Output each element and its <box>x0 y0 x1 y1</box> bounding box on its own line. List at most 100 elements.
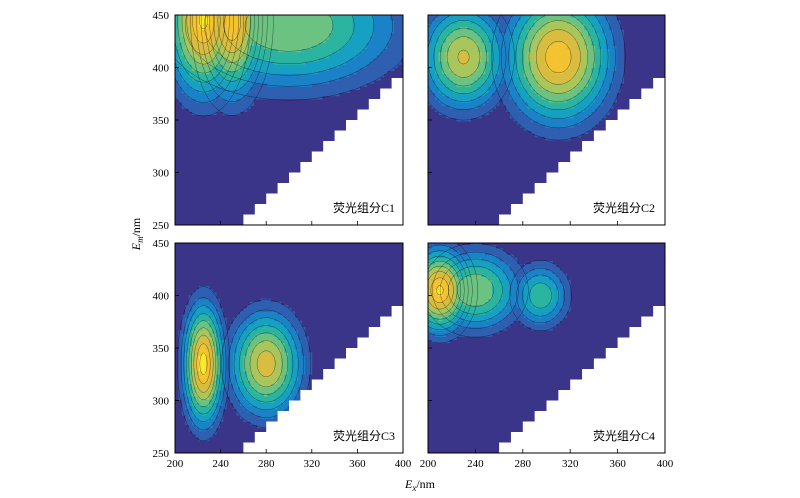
contour-cell <box>281 336 285 340</box>
contour-cell <box>559 26 564 31</box>
contour-cell <box>380 45 385 49</box>
contour-cell <box>559 114 564 119</box>
contour-cell <box>366 45 371 49</box>
contour-cell <box>573 95 578 100</box>
contour-cell <box>449 73 454 78</box>
contour-cell <box>322 80 326 84</box>
contour-cell <box>233 323 237 328</box>
contour-cell <box>205 323 210 328</box>
contour-cell <box>233 95 237 100</box>
contour-cell <box>222 333 227 337</box>
contour-cell <box>267 20 272 24</box>
contour-cell <box>481 54 486 59</box>
contour-cell <box>222 45 227 49</box>
contour-cell <box>534 58 539 62</box>
contour-cell <box>555 23 560 27</box>
contour-cell <box>356 76 361 81</box>
contour-cell <box>284 393 289 397</box>
contour-cell <box>205 415 210 419</box>
contour-cell <box>474 114 479 119</box>
contour-cell <box>460 89 464 94</box>
contour-cell <box>563 20 568 24</box>
contour-cell <box>284 380 289 385</box>
contour-cell <box>584 89 589 94</box>
contour-cell <box>263 371 268 375</box>
contour-cell <box>250 23 255 27</box>
contour-cell <box>209 408 214 413</box>
contour-cell <box>216 298 220 303</box>
contour-cell <box>342 45 347 49</box>
contour-cell <box>267 399 272 403</box>
contour-cell <box>219 412 224 416</box>
contour-cell <box>555 61 560 65</box>
contour-cell <box>315 86 320 90</box>
contour-cell <box>359 48 364 53</box>
contour-cell <box>253 39 258 43</box>
contour-cell <box>226 29 231 34</box>
contour-cell <box>369 17 374 21</box>
contour-cell <box>390 64 395 68</box>
contour-cell <box>397 42 402 46</box>
contour-cell <box>538 61 543 65</box>
contour-cell <box>185 105 190 109</box>
contour-cell <box>192 73 196 78</box>
contour-cell <box>580 99 585 103</box>
contour-cell <box>205 352 210 356</box>
contour-cell <box>376 70 381 75</box>
contour-cell <box>212 86 217 90</box>
contour-cell <box>531 32 536 37</box>
contour-cell <box>304 80 309 84</box>
contour-cell <box>212 367 217 372</box>
contour-cell <box>243 76 248 81</box>
contour-cell <box>369 36 374 40</box>
contour-cell <box>531 39 536 43</box>
contour-cell <box>175 51 179 56</box>
contour-cell <box>195 73 200 78</box>
contour-cell <box>277 393 282 397</box>
contour-cell <box>253 17 258 21</box>
contour-cell <box>442 42 447 46</box>
contour-cell <box>212 399 217 403</box>
contour-cell <box>566 67 571 72</box>
contour-cell <box>281 320 285 325</box>
contour-cell <box>513 99 518 103</box>
contour-cell <box>233 102 237 106</box>
contour-cell <box>463 105 468 109</box>
contour-cell <box>198 386 203 391</box>
contour-cell <box>502 61 507 65</box>
contour-cell <box>380 26 385 31</box>
contour-cell <box>318 51 323 56</box>
contour-cell <box>236 73 241 78</box>
contour-cell <box>219 54 224 59</box>
contour-cell <box>380 32 385 37</box>
contour-cell <box>209 58 214 62</box>
contour-cell <box>243 408 248 413</box>
contour-cell <box>219 29 224 34</box>
contour-cell <box>239 342 244 347</box>
contour-cell <box>328 73 333 78</box>
contour-cell <box>219 61 224 65</box>
contour-cell <box>445 67 450 72</box>
contour-cell <box>236 371 241 375</box>
contour-cell <box>474 36 479 40</box>
contour-cell <box>202 367 207 372</box>
contour-cell <box>587 111 592 116</box>
contour-cell <box>438 17 443 21</box>
contour-cell <box>188 374 193 378</box>
contour-cell <box>195 48 200 53</box>
contour-cell <box>274 15 278 18</box>
contour-cell <box>263 39 268 43</box>
contour-cell <box>222 327 227 331</box>
contour-cell <box>185 320 190 325</box>
contour-cell <box>523 32 528 37</box>
contour-cell <box>612 17 617 21</box>
contour-cell <box>538 92 543 97</box>
contour-cell <box>449 95 454 100</box>
contour-cell <box>502 73 507 78</box>
contour-cell <box>456 29 461 34</box>
contour-cell <box>181 408 186 413</box>
contour-cell <box>534 102 539 106</box>
contour-cell <box>205 73 210 78</box>
contour-cell <box>435 26 440 31</box>
contour-cell <box>339 36 343 40</box>
